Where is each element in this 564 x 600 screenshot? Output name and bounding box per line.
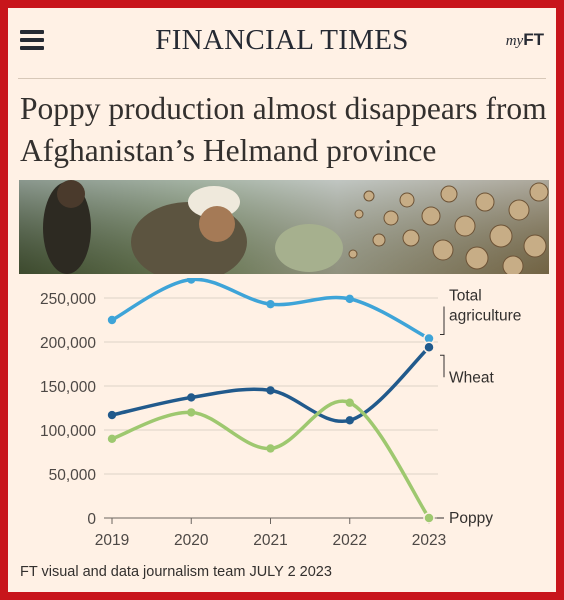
header-photo bbox=[19, 180, 549, 274]
total-agriculture-point bbox=[266, 299, 275, 309]
wheat-line bbox=[110, 345, 431, 424]
total-agriculture-line bbox=[110, 278, 431, 341]
wheat-point bbox=[423, 341, 435, 354]
x-tick-label: 2020 bbox=[174, 532, 209, 549]
x-tick-label: 2022 bbox=[333, 532, 367, 549]
y-tick-label: 50,000 bbox=[49, 467, 97, 484]
myft-suffix: FT bbox=[523, 30, 544, 49]
menu-icon[interactable] bbox=[20, 30, 44, 50]
poppy-point bbox=[266, 444, 275, 453]
poppy-line bbox=[110, 399, 431, 520]
page-title: Poppy production almost disappears from … bbox=[20, 91, 547, 168]
brand-logo[interactable]: FINANCIAL TIMES bbox=[155, 24, 409, 56]
wheat-leader bbox=[440, 354, 445, 378]
y-tick-label: 150,000 bbox=[40, 379, 96, 396]
y-tick-label: 200,000 bbox=[40, 335, 96, 352]
myft-prefix: my bbox=[505, 33, 524, 49]
chart-footer: FT visual and data journalism team JULY … bbox=[20, 564, 332, 580]
y-tick-label: 100,000 bbox=[40, 423, 96, 440]
myft-button[interactable]: myFT bbox=[506, 30, 544, 50]
wheat-point bbox=[187, 393, 196, 402]
source-credit: FT visual and data journalism team bbox=[20, 564, 246, 580]
series-label-total-agriculture: Total bbox=[449, 287, 482, 304]
poppy-point bbox=[187, 408, 196, 417]
total-agriculture-leader bbox=[440, 306, 445, 335]
x-tick-label: 2021 bbox=[253, 532, 287, 549]
y-tick-label: 0 bbox=[87, 511, 96, 528]
divider bbox=[18, 78, 546, 79]
total-agriculture-point bbox=[345, 294, 354, 304]
total-agriculture-point bbox=[187, 278, 196, 284]
series-label-total-agriculture: agriculture bbox=[449, 307, 521, 324]
wheat-point bbox=[345, 416, 354, 425]
article-card: FINANCIAL TIMES myFT Poppy production al… bbox=[8, 8, 556, 592]
poppy-point bbox=[423, 512, 435, 524]
poppy-point bbox=[107, 434, 117, 443]
series-label-poppy: Poppy bbox=[449, 510, 493, 527]
series-label-wheat: Wheat bbox=[449, 369, 494, 386]
y-tick-label: 250,000 bbox=[40, 291, 96, 308]
wheat-point bbox=[266, 386, 275, 395]
wheat-point bbox=[107, 410, 117, 420]
poppy-point bbox=[345, 398, 354, 407]
publish-date: JULY 2 2023 bbox=[249, 564, 332, 580]
x-tick-label: 2023 bbox=[412, 532, 446, 549]
line-chart: 250,000 200,000 150,000 100,000 50,000 0 2019 2… bbox=[40, 278, 521, 549]
masthead: FINANCIAL TIMES myFT bbox=[8, 8, 556, 74]
x-tick-label: 2019 bbox=[95, 532, 129, 549]
total-agriculture-point bbox=[107, 315, 117, 325]
